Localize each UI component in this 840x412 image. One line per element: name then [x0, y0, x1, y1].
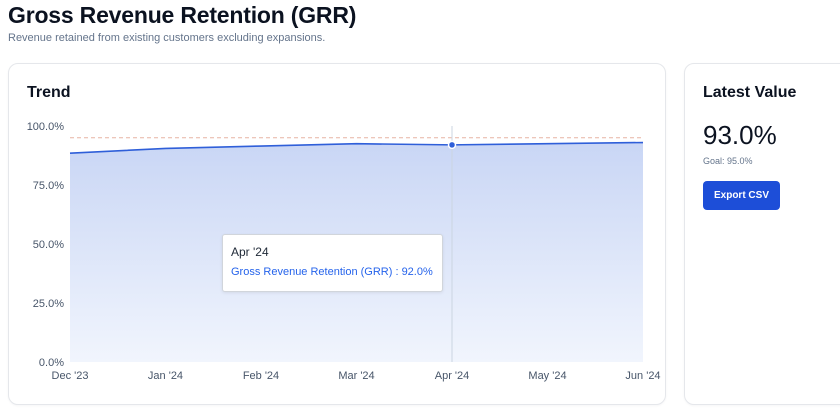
- active-data-point[interactable]: [447, 140, 457, 150]
- x-tick-label: Mar '24: [338, 370, 374, 382]
- y-tick-label: 25.0%: [33, 298, 64, 310]
- latest-card-title: Latest Value: [703, 84, 797, 101]
- page-subtitle: Revenue retained from existing customers…: [8, 32, 326, 44]
- latest-value: 93.0%: [703, 120, 777, 150]
- series-line: [69, 141, 644, 154]
- page-title: Gross Revenue Retention (GRR): [8, 2, 357, 28]
- trend-card: Trend 0.0% 25.0% 50.0% 75.0% 100.0% Dec '23 J…: [8, 63, 666, 405]
- y-tick-label: 50.0%: [33, 239, 64, 251]
- x-tick-label: May '24: [528, 370, 566, 382]
- goal-text: Goal: 95.0%: [703, 156, 753, 166]
- x-tick-label: Feb '24: [243, 370, 279, 382]
- trend-card-title: Trend: [27, 84, 71, 101]
- x-tick-label: Dec '23: [52, 370, 89, 382]
- latest-value-card: Latest Value 93.0% Goal: 95.0% Export CS…: [684, 63, 840, 405]
- x-tick-label: Apr '24: [435, 370, 470, 382]
- y-tick-label: 0.0%: [39, 357, 64, 369]
- export-csv-button[interactable]: Export CSV: [703, 181, 780, 210]
- x-tick-label: Jan '24: [148, 370, 183, 382]
- x-tick-label: Jun '24: [625, 370, 660, 382]
- y-tick-label: 100.0%: [27, 121, 65, 133]
- tooltip-label: Apr '24: [231, 245, 269, 259]
- y-tick-label: 75.0%: [33, 180, 64, 192]
- tooltip-value: Gross Revenue Retention (GRR) : 92.0%: [231, 266, 433, 278]
- chart-tooltip: Apr '24 Gross Revenue Retention (GRR) : …: [222, 234, 443, 292]
